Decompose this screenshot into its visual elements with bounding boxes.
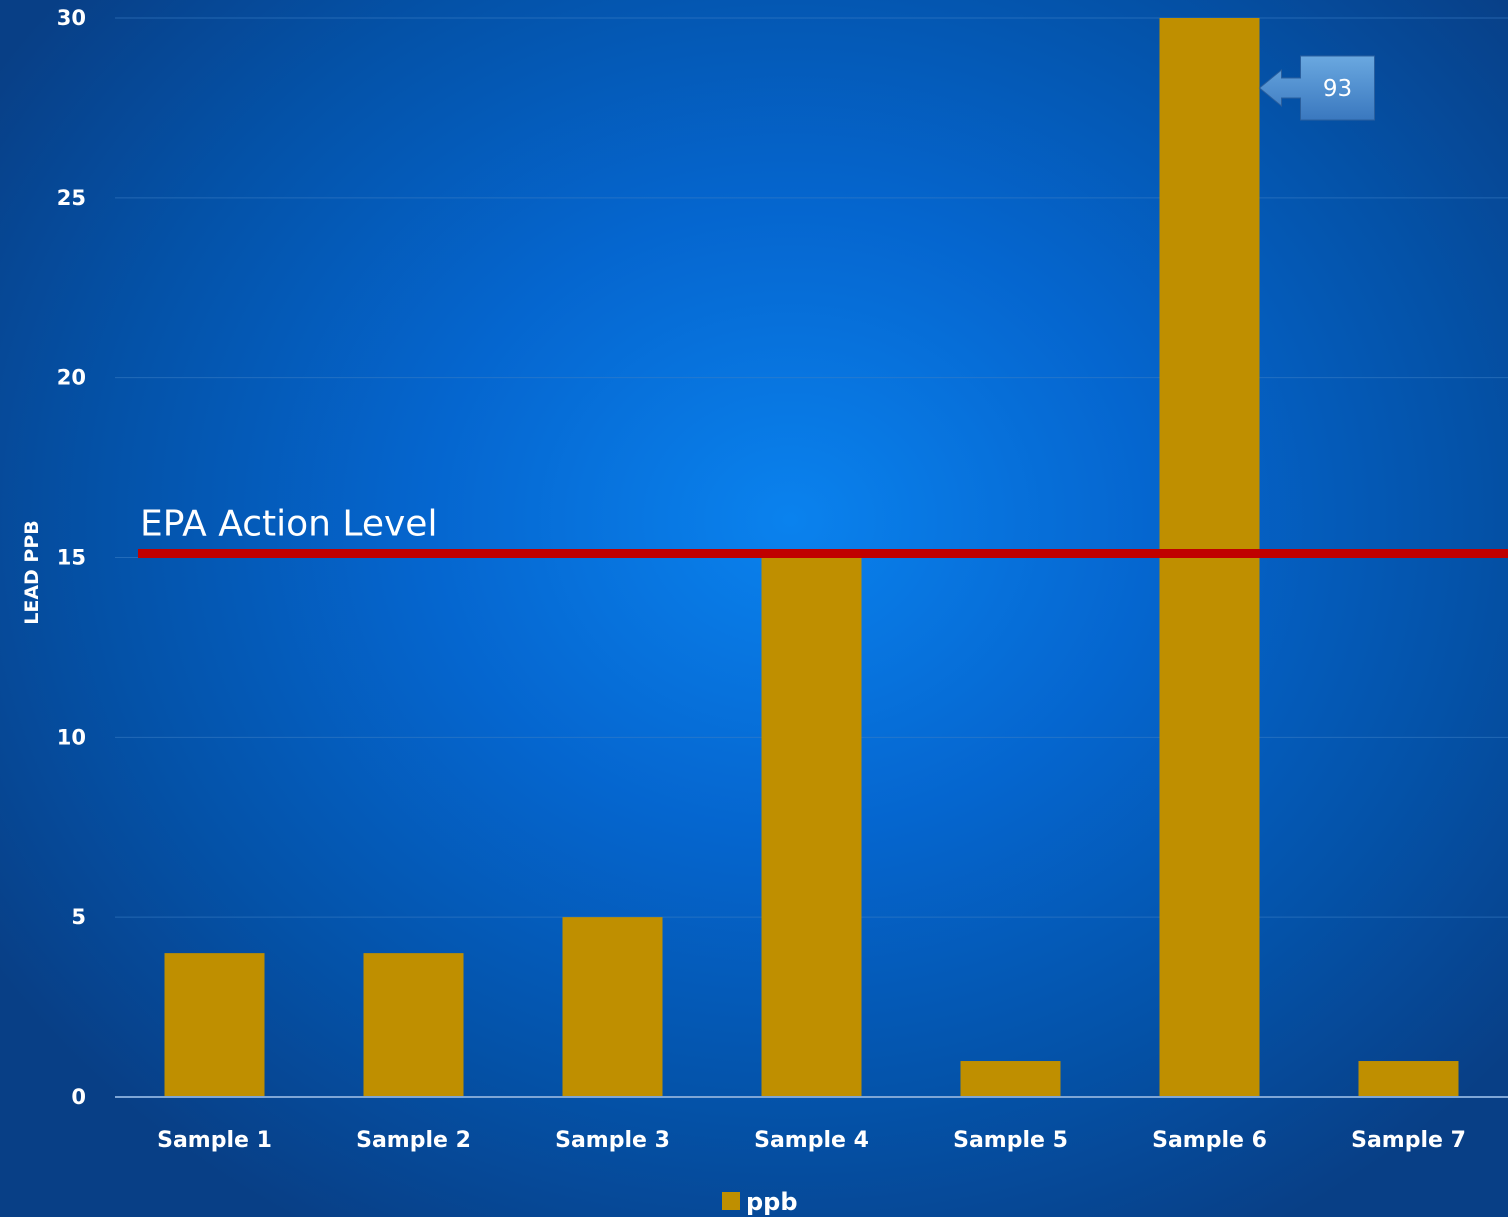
epa-action-level-label: EPA Action Level bbox=[140, 504, 437, 545]
bar-sample-3 bbox=[562, 917, 663, 1097]
x-tick-label: Sample 5 bbox=[953, 1128, 1068, 1153]
value-callout: 93 bbox=[1258, 55, 1375, 121]
legend: ppb bbox=[722, 1188, 798, 1216]
x-tick-label: Sample 7 bbox=[1351, 1128, 1466, 1153]
callout-arrow-box bbox=[1258, 55, 1375, 121]
y-tick-label: 30 bbox=[57, 6, 86, 30]
bar-sample-5 bbox=[960, 1061, 1061, 1097]
y-tick-label: 20 bbox=[57, 366, 86, 390]
y-axis-title: LEAD PPB bbox=[21, 520, 43, 625]
bar-sample-2 bbox=[363, 953, 464, 1097]
x-tick-label: Sample 6 bbox=[1152, 1128, 1267, 1153]
legend-swatch bbox=[722, 1192, 740, 1210]
bar-sample-7 bbox=[1358, 1061, 1459, 1097]
legend-label: ppb bbox=[746, 1188, 798, 1216]
bar-sample-1 bbox=[164, 953, 265, 1097]
y-tick-label: 10 bbox=[57, 725, 86, 749]
x-tick-labels: Sample 1 Sample 2 Sample 3 Sample 4 Sample 5… bbox=[157, 1128, 1466, 1153]
x-tick-label: Sample 4 bbox=[754, 1128, 869, 1153]
x-tick-label: Sample 1 bbox=[157, 1128, 272, 1153]
y-tick-label: 0 bbox=[71, 1085, 86, 1109]
y-tick-labels: 0 5 10 15 20 25 30 bbox=[57, 6, 86, 1109]
y-tick-label: 15 bbox=[57, 546, 86, 570]
x-tick-label: Sample 3 bbox=[555, 1128, 670, 1153]
bar-sample-4 bbox=[761, 557, 862, 1097]
callout-value: 93 bbox=[1323, 76, 1352, 102]
y-tick-label: 25 bbox=[57, 186, 86, 210]
x-tick-label: Sample 2 bbox=[356, 1128, 471, 1153]
y-tick-label: 5 bbox=[71, 905, 86, 929]
